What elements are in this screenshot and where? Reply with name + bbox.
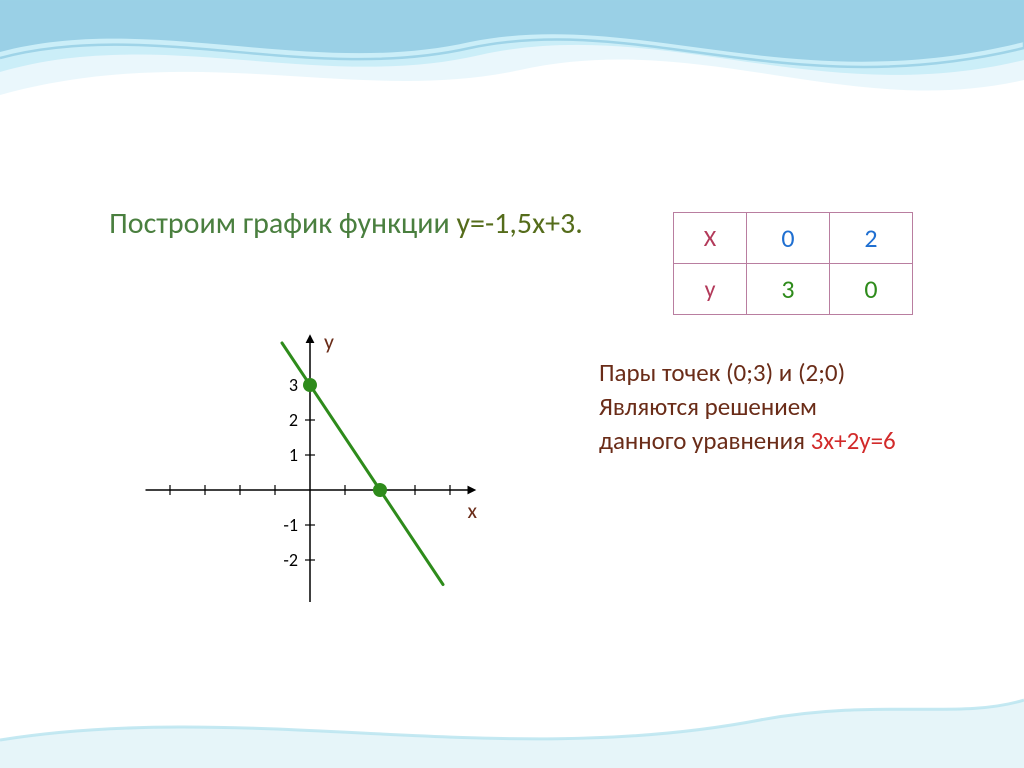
explanation-text: Пары точек (0;3) и (2;0)Являются решение… [599, 356, 896, 457]
svg-text:-2: -2 [283, 549, 298, 571]
title-formula: у=-1,5х+3. [456, 205, 582, 242]
table-cell: 0 [830, 264, 913, 315]
function-chart: -2 -1 1 2 3 x у [110, 290, 510, 655]
body-line: Являются решением [599, 390, 896, 424]
table-cell: 2 [830, 213, 913, 264]
svg-text:2: 2 [289, 409, 298, 431]
slide-title: Построим график функции у=-1,5х+3. [82, 168, 583, 279]
svg-text:-1: -1 [283, 514, 298, 536]
table-cell: 0 [747, 213, 830, 264]
svg-text:x: x [468, 497, 478, 524]
svg-text:у: у [324, 328, 334, 355]
svg-text:3: 3 [289, 374, 298, 396]
svg-text:1: 1 [289, 444, 298, 466]
table-cell: X [674, 213, 747, 264]
body-line: данного уравнения 3х+2у=6 [599, 424, 896, 458]
title-prefix: Построим график функции [109, 205, 456, 242]
slide: Построим график функции у=-1,5х+3. -2 -1 1… [0, 0, 1024, 768]
table-cell: 3 [747, 264, 830, 315]
table-cell: у [674, 264, 747, 315]
value-table: X02у30 [673, 212, 913, 315]
body-line: Пары точек (0;3) и (2;0) [599, 356, 896, 390]
